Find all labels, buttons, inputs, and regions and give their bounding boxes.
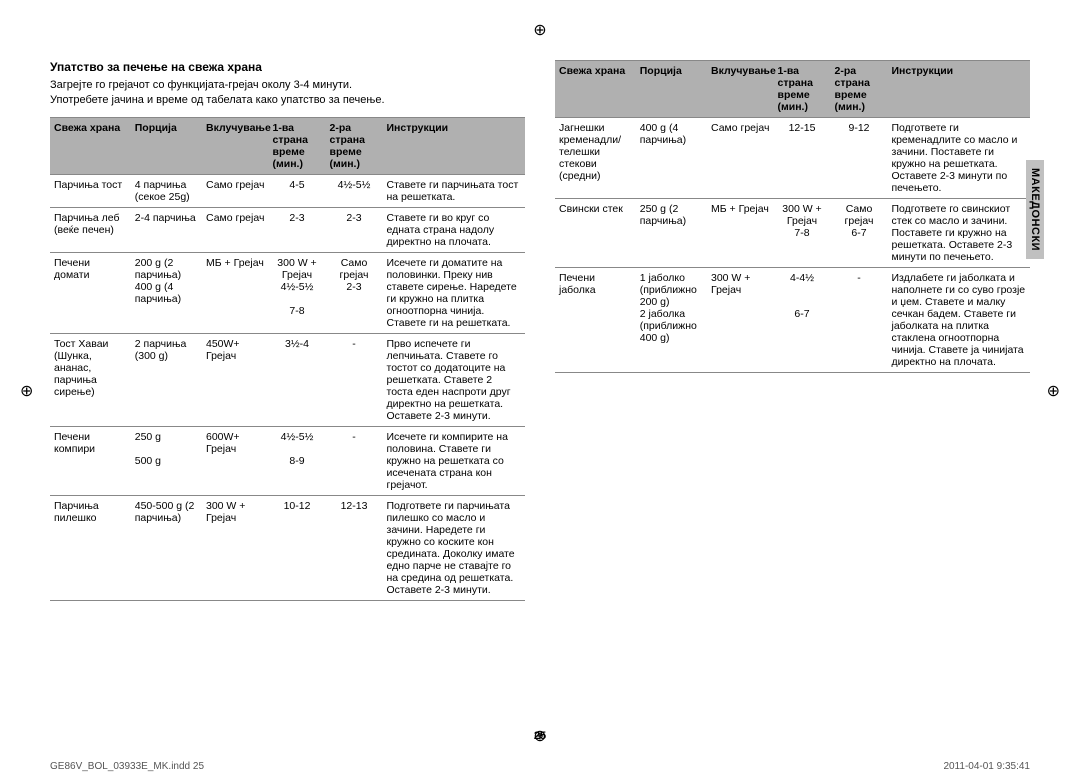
intro-text: Загрејте го грејачот со функцијата-греја… <box>50 78 525 109</box>
th-side1: 1-ва страна време (мин.) <box>774 61 831 118</box>
cell-portion: 2-4 парчиња <box>131 207 202 252</box>
cell-food: Парчиња пилешко <box>50 495 131 600</box>
cell-portion: 200 g (2 парчиња) 400 g (4 парчиња) <box>131 252 202 333</box>
cell-portion: 250 g 500 g <box>131 426 202 495</box>
intro-line-2: Употребете јачина и време од табелата ка… <box>50 94 385 106</box>
cell-food: Печени јаболка <box>555 268 636 373</box>
cooking-table-left: Свежа храна Порција Вклучување 1-ва стра… <box>50 117 525 601</box>
table-row: Свински стек250 g (2 парчиња)МБ + Грејач… <box>555 199 1030 268</box>
cell-portion: 250 g (2 парчиња) <box>636 199 707 268</box>
cell-instr: Ставете ги во круг со едната страна надо… <box>383 207 526 252</box>
table-row: Парчиња леб (веќе печен)2-4 парчињаСамо … <box>50 207 525 252</box>
cell-s1: 4-4½ 6-7 <box>774 268 831 373</box>
cell-power: Само грејач <box>202 207 269 252</box>
cell-s1: 2-3 <box>269 207 326 252</box>
th-portion: Порција <box>131 117 202 174</box>
th-side2: 2-ра страна време (мин.) <box>831 61 888 118</box>
cell-s2: - <box>831 268 888 373</box>
cell-food: Парчиња тост <box>50 174 131 207</box>
cell-portion: 450-500 g (2 парчиња) <box>131 495 202 600</box>
cell-s2: 9-12 <box>831 118 888 199</box>
table-row: Парчиња пилешко450-500 g (2 парчиња)300 … <box>50 495 525 600</box>
cell-instr: Исечете ги компирите на половина. Ставет… <box>383 426 526 495</box>
right-column: Свежа храна Порција Вклучување 1-ва стра… <box>555 60 1030 742</box>
intro-line-1: Загрејте го грејачот со функцијата-греја… <box>50 79 352 91</box>
page-number: 25 <box>534 730 546 742</box>
cell-portion: 4 парчиња (секое 25g) <box>131 174 202 207</box>
table-row: Печени компири250 g 500 g600W+ Грејач4½-… <box>50 426 525 495</box>
th-power: Вклучување <box>202 117 269 174</box>
cell-s1: 3½-4 <box>269 333 326 426</box>
cell-s1: 300 W + Грејач 7-8 <box>774 199 831 268</box>
cell-instr: Прво испечете ги лепчињата. Ставете го т… <box>383 333 526 426</box>
cell-portion: 400 g (4 парчиња) <box>636 118 707 199</box>
cell-power: МБ + Грејач <box>202 252 269 333</box>
cell-food: Печени компири <box>50 426 131 495</box>
cell-instr: Исечете ги доматите на половинки. Преку … <box>383 252 526 333</box>
th-instr: Инструкции <box>888 61 1031 118</box>
cooking-table-right: Свежа храна Порција Вклучување 1-ва стра… <box>555 60 1030 373</box>
cell-s2: - <box>326 426 383 495</box>
left-column: Упатство за печење на свежа храна Загреј… <box>50 60 525 742</box>
th-power: Вклучување <box>707 61 774 118</box>
cell-s1: 12-15 <box>774 118 831 199</box>
cell-instr: Подгответе ги кременадлите со масло и за… <box>888 118 1031 199</box>
cell-food: Парчиња леб (веќе печен) <box>50 207 131 252</box>
th-instr: Инструкции <box>383 117 526 174</box>
table-row: Печени домати200 g (2 парчиња) 400 g (4 … <box>50 252 525 333</box>
cell-instr: Издлабете ги јаболката и наполнете ги со… <box>888 268 1031 373</box>
cell-power: Само грејач <box>202 174 269 207</box>
cell-power: 600W+ Грејач <box>202 426 269 495</box>
cell-instr: Ставете ги парчињата тост на решетката. <box>383 174 526 207</box>
th-side1: 1-ва страна време (мин.) <box>269 117 326 174</box>
cell-power: МБ + Грејач <box>707 199 774 268</box>
footer-filename: GE86V_BOL_03933E_MK.indd 25 <box>50 761 204 772</box>
cell-s2: Само грејач 2-3 <box>326 252 383 333</box>
registration-mark-icon: ⊕ <box>1047 381 1060 401</box>
cell-s1: 4-5 <box>269 174 326 207</box>
th-food: Свежа храна <box>50 117 131 174</box>
cell-s2: 12-13 <box>326 495 383 600</box>
cell-s2: Само грејач 6-7 <box>831 199 888 268</box>
th-side2: 2-ра страна време (мин.) <box>326 117 383 174</box>
cell-power: 300 W + Грејач <box>202 495 269 600</box>
cell-portion: 1 јаболко (приближно 200 g) 2 јаболка (п… <box>636 268 707 373</box>
cell-s2: 2-3 <box>326 207 383 252</box>
page-footer: GE86V_BOL_03933E_MK.indd 25 2011-04-01 9… <box>50 761 1030 772</box>
table-row: Парчиња тост4 парчиња (секое 25g)Само гр… <box>50 174 525 207</box>
cell-food: Печени домати <box>50 252 131 333</box>
th-portion: Порција <box>636 61 707 118</box>
cell-instr: Подгответе го свинскиот стек со масло и … <box>888 199 1031 268</box>
cell-food: Тост Хаваи (Шунка, ананас, парчиња сирењ… <box>50 333 131 426</box>
table-row: Печени јаболка1 јаболко (приближно 200 g… <box>555 268 1030 373</box>
cell-s2: 4½-5½ <box>326 174 383 207</box>
th-food: Свежа храна <box>555 61 636 118</box>
cell-instr: Подгответе ги парчињата пилешко со масло… <box>383 495 526 600</box>
registration-mark-icon: ⊕ <box>533 20 546 40</box>
registration-mark-icon: ⊕ <box>20 381 33 401</box>
cell-s1: 4½-5½ 8-9 <box>269 426 326 495</box>
cell-power: 450W+ Грејач <box>202 333 269 426</box>
cell-power: Само грејач <box>707 118 774 199</box>
page: ⊕ ⊕ ⊕ ⊕ МАКЕДОНСКИ Упатство за печење на… <box>0 0 1080 782</box>
cell-portion: 2 парчиња (300 g) <box>131 333 202 426</box>
cell-s2: - <box>326 333 383 426</box>
section-title: Упатство за печење на свежа храна <box>50 60 525 74</box>
table-row: Тост Хаваи (Шунка, ананас, парчиња сирењ… <box>50 333 525 426</box>
cell-food: Свински стек <box>555 199 636 268</box>
cell-food: Јагнешки кременадли/ телешки стекови (ср… <box>555 118 636 199</box>
table-row: Јагнешки кременадли/ телешки стекови (ср… <box>555 118 1030 199</box>
cell-power: 300 W + Грејач <box>707 268 774 373</box>
language-tab: МАКЕДОНСКИ <box>1026 160 1044 259</box>
cell-s1: 10-12 <box>269 495 326 600</box>
footer-timestamp: 2011-04-01 9:35:41 <box>943 761 1030 772</box>
cell-s1: 300 W + Грејач 4½-5½ 7-8 <box>269 252 326 333</box>
